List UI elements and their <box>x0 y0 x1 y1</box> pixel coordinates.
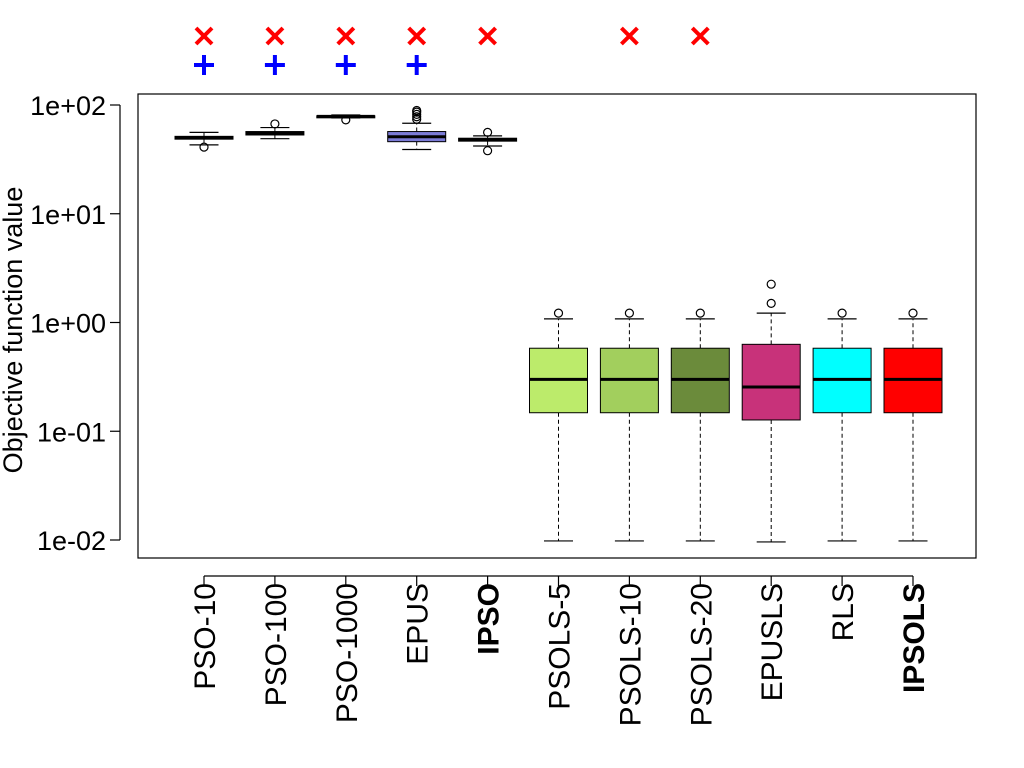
box-ipso <box>458 127 518 156</box>
y-tick-label: 1e+02 <box>30 91 106 121</box>
outlier-point <box>624 308 635 318</box>
box-iqr <box>741 343 801 421</box>
cross-marker <box>336 26 356 46</box>
significance-markers <box>194 26 710 75</box>
outlier-point <box>837 308 847 318</box>
x-tick-label: EPUS <box>402 583 435 665</box>
y-tick-label: 1e-01 <box>37 417 106 447</box>
outlier-point <box>483 146 493 156</box>
box-epusls <box>741 279 801 543</box>
outlier-point <box>695 308 705 318</box>
x-tick-label: IPSOLS <box>898 583 931 693</box>
cross-stroke <box>336 26 356 46</box>
y-tick-label: 1e+01 <box>30 200 106 230</box>
outlier-point <box>412 112 422 122</box>
box-ipsols <box>883 308 943 542</box>
box-rls <box>812 308 872 542</box>
cross-marker <box>478 26 498 46</box>
plus-marker <box>264 55 285 75</box>
x-tick-label: PSO-1000 <box>331 583 364 723</box>
box-psols-5 <box>529 308 588 542</box>
y-tick-label: 1e+00 <box>30 309 106 339</box>
plot-frame <box>137 93 977 559</box>
outlier-point <box>199 142 209 152</box>
outlier-point <box>908 308 918 318</box>
y-axis-title: Objective function value <box>0 187 28 474</box>
x-tick-label: PSO-10 <box>189 583 222 690</box>
x-tick-label: PSOLS-5 <box>544 583 577 710</box>
x-axis: PSO-10 PSO-100 PSO-1000 EPUS IPSO PSOLS-5 PSOL… <box>189 575 931 726</box>
x-tick-label: PSOLS-10 <box>614 583 647 726</box>
cross-marker <box>194 26 214 46</box>
y-tick-label: 1e-02 <box>37 526 106 556</box>
x-tick-label: PSOLS-20 <box>685 583 718 726</box>
cross-marker <box>407 26 427 46</box>
plus-marker <box>194 55 214 75</box>
boxes <box>174 105 943 543</box>
outlier-point <box>766 298 776 308</box>
cross-stroke <box>194 26 214 46</box>
cross-marker <box>265 26 285 46</box>
x-tick-label: PSO-100 <box>260 583 293 706</box>
box-pso-10 <box>174 131 234 152</box>
cross-marker <box>619 26 639 46</box>
plus-marker <box>406 55 427 75</box>
box-epus <box>387 105 447 151</box>
y-axis: 1e+02 1e+01 1e+00 1e-01 1e-02 <box>30 91 121 556</box>
box-pso-100 <box>245 119 305 140</box>
x-tick-label: EPUSLS <box>756 583 789 701</box>
outlier-point <box>412 105 422 116</box>
cross-stroke <box>619 26 639 46</box>
outlier-point <box>483 127 493 137</box>
outlier-point <box>553 308 564 318</box>
cross-stroke <box>265 26 285 46</box>
outlier-point <box>270 119 280 129</box>
x-tick-label: IPSO <box>473 583 506 655</box>
cross-marker <box>690 26 710 46</box>
cross-stroke <box>407 26 427 46</box>
x-tick-label: RLS <box>827 583 860 641</box>
outlier-point <box>766 279 776 289</box>
outlier-point <box>341 115 351 125</box>
cross-stroke <box>690 26 710 46</box>
cross-stroke <box>478 26 498 46</box>
box-psols-10 <box>599 308 659 542</box>
outlier-point <box>412 114 422 124</box>
box-pso-1000 <box>316 114 376 125</box>
box-psols-20 <box>670 308 730 542</box>
plus-marker <box>335 55 356 75</box>
